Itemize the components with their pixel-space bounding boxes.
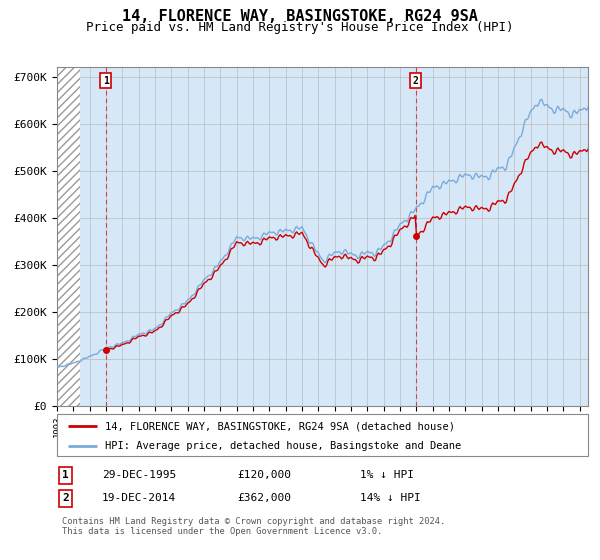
- Text: £362,000: £362,000: [238, 493, 292, 503]
- Text: 1% ↓ HPI: 1% ↓ HPI: [359, 470, 413, 480]
- Text: 1: 1: [103, 76, 109, 86]
- Text: 2: 2: [413, 76, 419, 86]
- Text: Price paid vs. HM Land Registry's House Price Index (HPI): Price paid vs. HM Land Registry's House …: [86, 21, 514, 34]
- Text: HPI: Average price, detached house, Basingstoke and Deane: HPI: Average price, detached house, Basi…: [105, 441, 461, 451]
- Text: 14, FLORENCE WAY, BASINGSTOKE, RG24 9SA (detached house): 14, FLORENCE WAY, BASINGSTOKE, RG24 9SA …: [105, 421, 455, 431]
- Text: 2: 2: [62, 493, 69, 503]
- Text: 1: 1: [62, 470, 69, 480]
- Text: Contains HM Land Registry data © Crown copyright and database right 2024.
This d: Contains HM Land Registry data © Crown c…: [62, 517, 446, 536]
- Bar: [57, 67, 80, 406]
- Text: 14% ↓ HPI: 14% ↓ HPI: [359, 493, 421, 503]
- Text: 14, FLORENCE WAY, BASINGSTOKE, RG24 9SA: 14, FLORENCE WAY, BASINGSTOKE, RG24 9SA: [122, 9, 478, 24]
- Text: 29-DEC-1995: 29-DEC-1995: [102, 470, 176, 480]
- Text: £120,000: £120,000: [238, 470, 292, 480]
- Text: 19-DEC-2014: 19-DEC-2014: [102, 493, 176, 503]
